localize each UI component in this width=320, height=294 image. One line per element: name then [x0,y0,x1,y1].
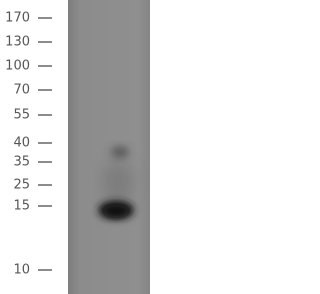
membrane [68,0,150,294]
marker-label: 170 [5,11,30,26]
marker-ladder: 170 130 100 70 55 40 35 25 15 10 [5,11,52,278]
marker-label: 40 [13,136,30,151]
western-blot: 170 130 100 70 55 40 35 25 15 10 [5,0,150,294]
marker-label: 10 [13,263,30,278]
marker-label: 55 [13,108,30,123]
marker-label: 70 [13,83,30,98]
marker-label: 15 [13,199,30,214]
strong-band-core [103,205,129,217]
marker-label: 35 [13,155,30,170]
smear [102,160,134,204]
faint-band [111,146,129,158]
marker-label: 130 [5,35,30,50]
marker-label: 100 [5,59,30,74]
marker-label: 25 [13,178,30,193]
